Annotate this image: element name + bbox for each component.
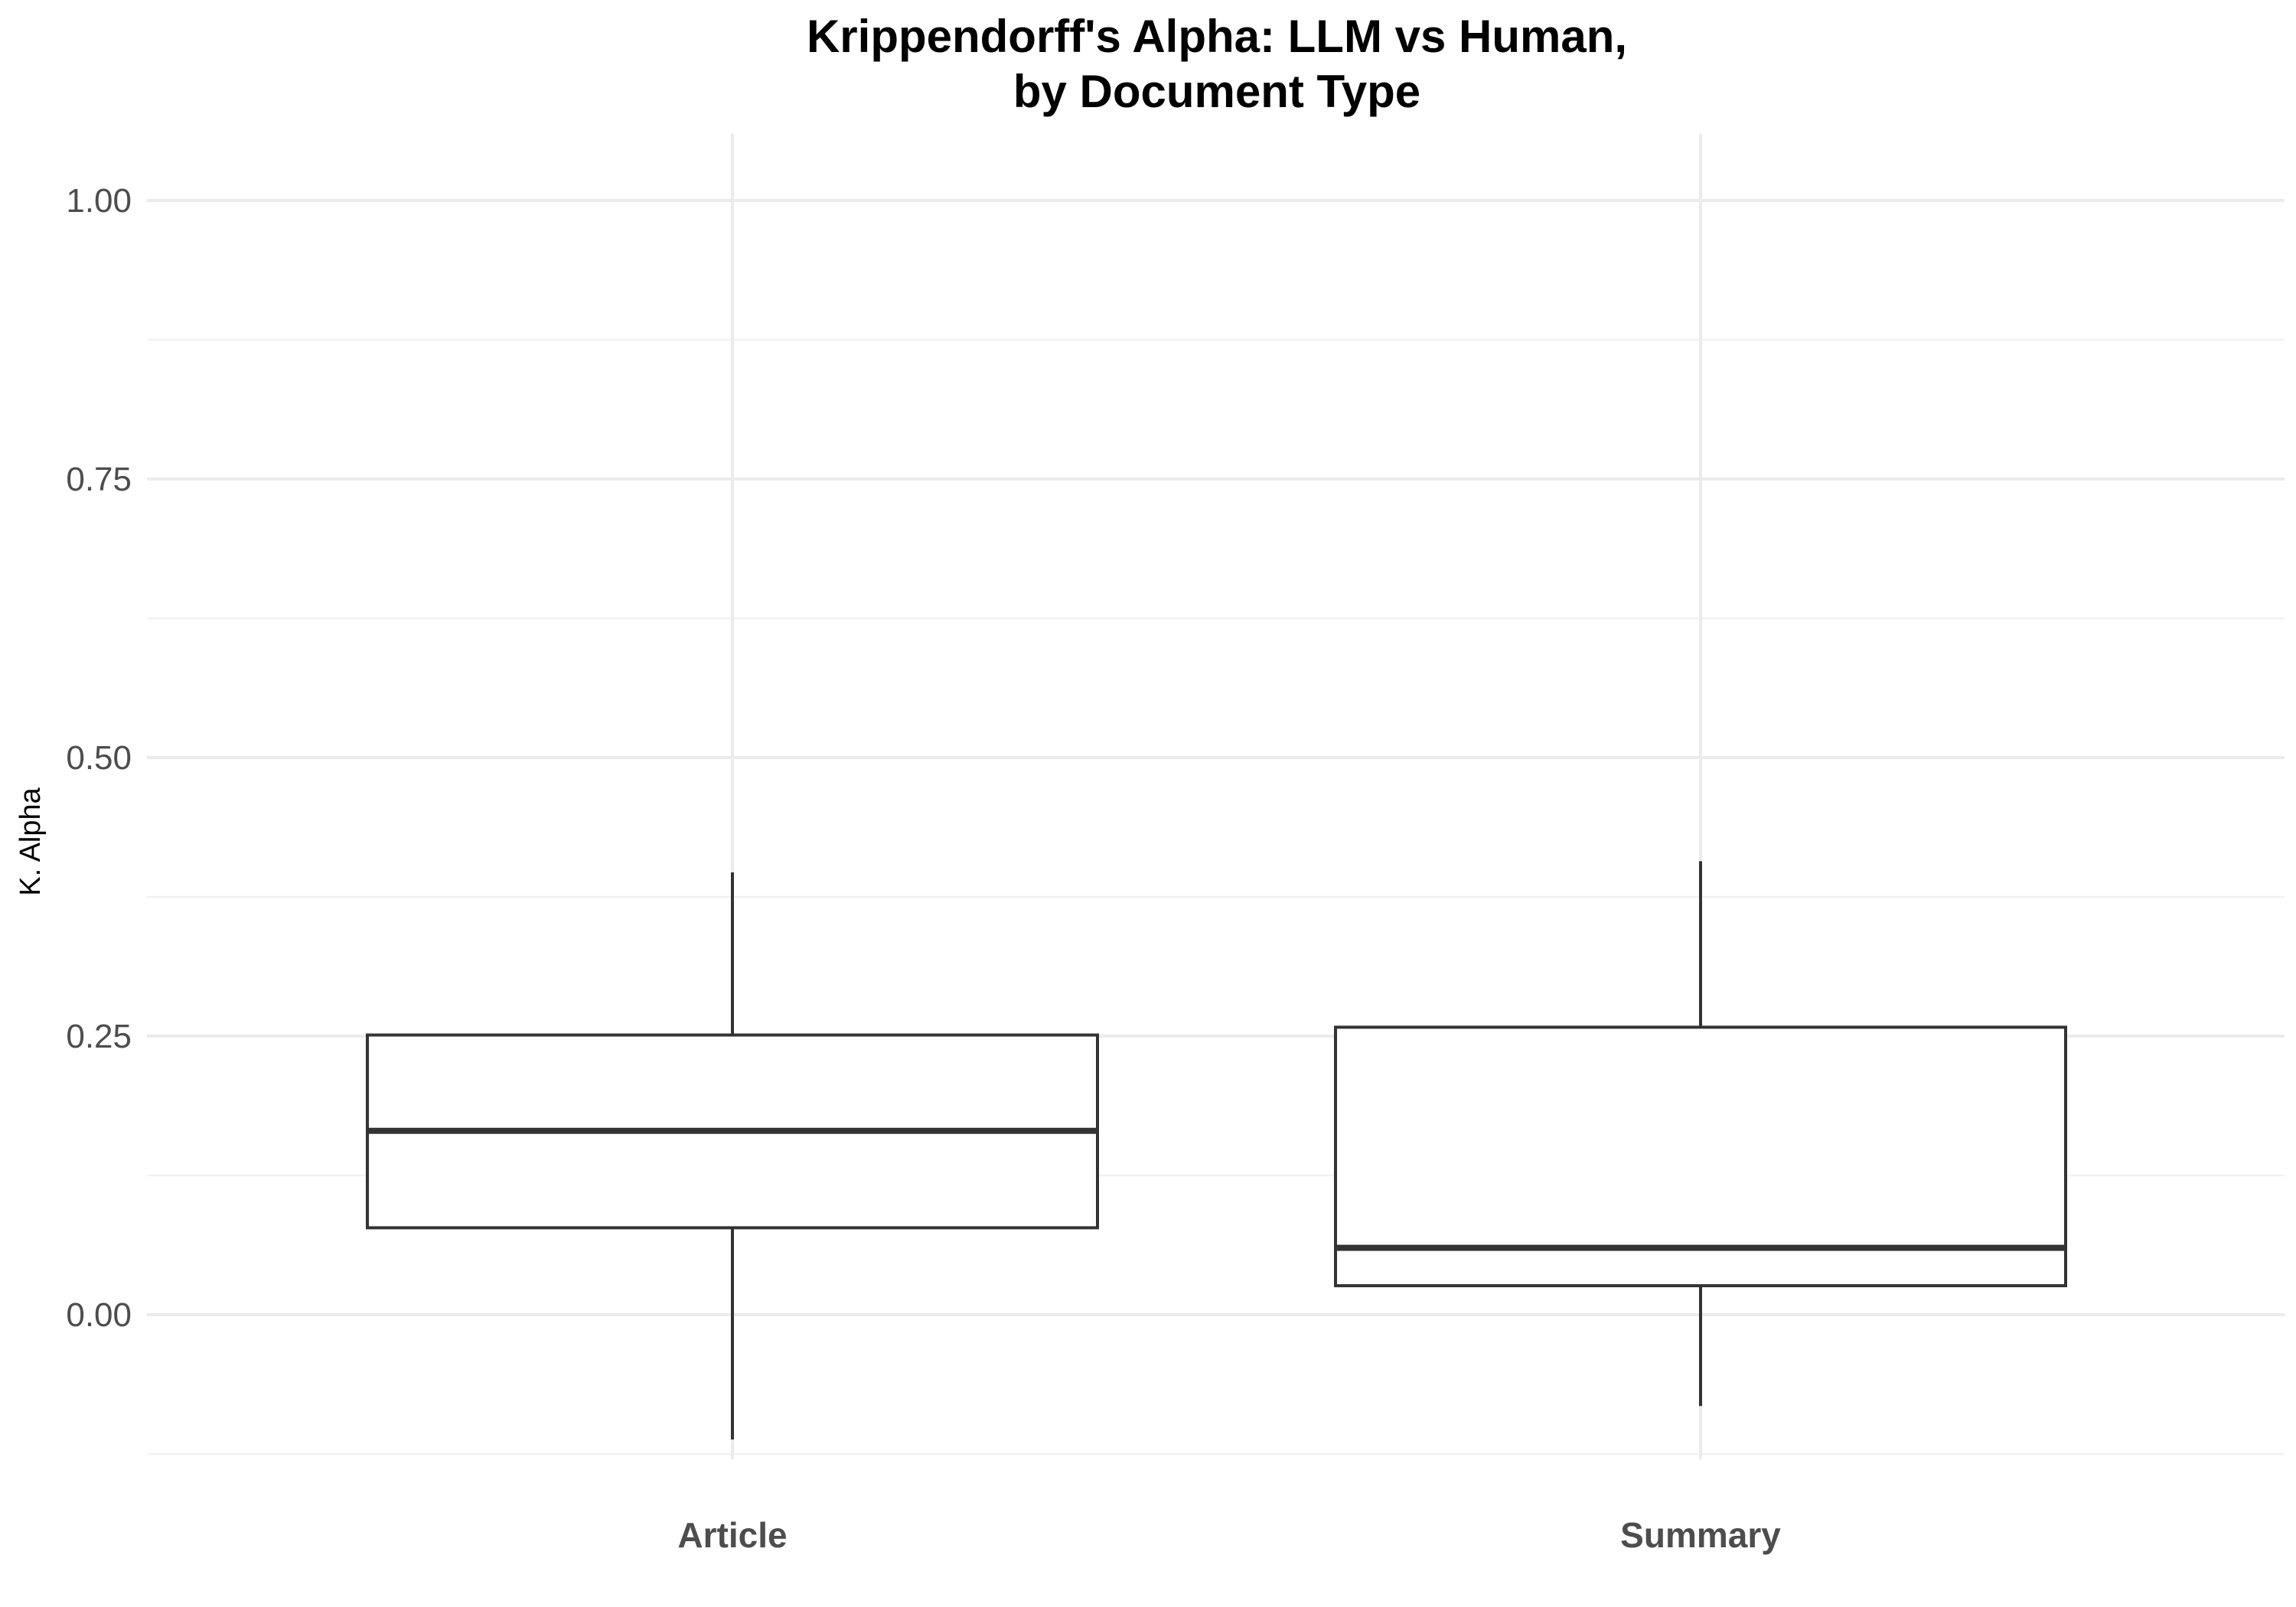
interquartile-box xyxy=(1334,1025,2067,1288)
x-axis-ticks: Article Summary xyxy=(677,1515,1781,1555)
y-tick-label: 1.00 xyxy=(66,182,132,220)
y-tick-label: 0.50 xyxy=(66,739,132,777)
chart-title-line-1: Krippendorff's Alpha: LLM vs Human, xyxy=(807,11,1627,62)
y-axis-label: K. Alpha xyxy=(15,787,47,895)
box-summary xyxy=(1334,861,2067,1407)
y-axis-ticks: 0.00 0.25 0.50 0.75 1.00 xyxy=(66,182,132,1334)
box-article xyxy=(366,872,1099,1440)
x-tick-label: Article xyxy=(677,1515,787,1555)
y-tick-label: 0.75 xyxy=(66,461,132,498)
chart-title: Krippendorff's Alpha: LLM vs Human, by D… xyxy=(807,11,1627,117)
y-tick-label: 0.25 xyxy=(66,1018,132,1055)
x-tick-label: Summary xyxy=(1620,1515,1781,1555)
y-tick-label: 0.00 xyxy=(66,1296,132,1334)
chart-title-line-2: by Document Type xyxy=(1013,66,1420,117)
boxes xyxy=(366,861,2067,1440)
